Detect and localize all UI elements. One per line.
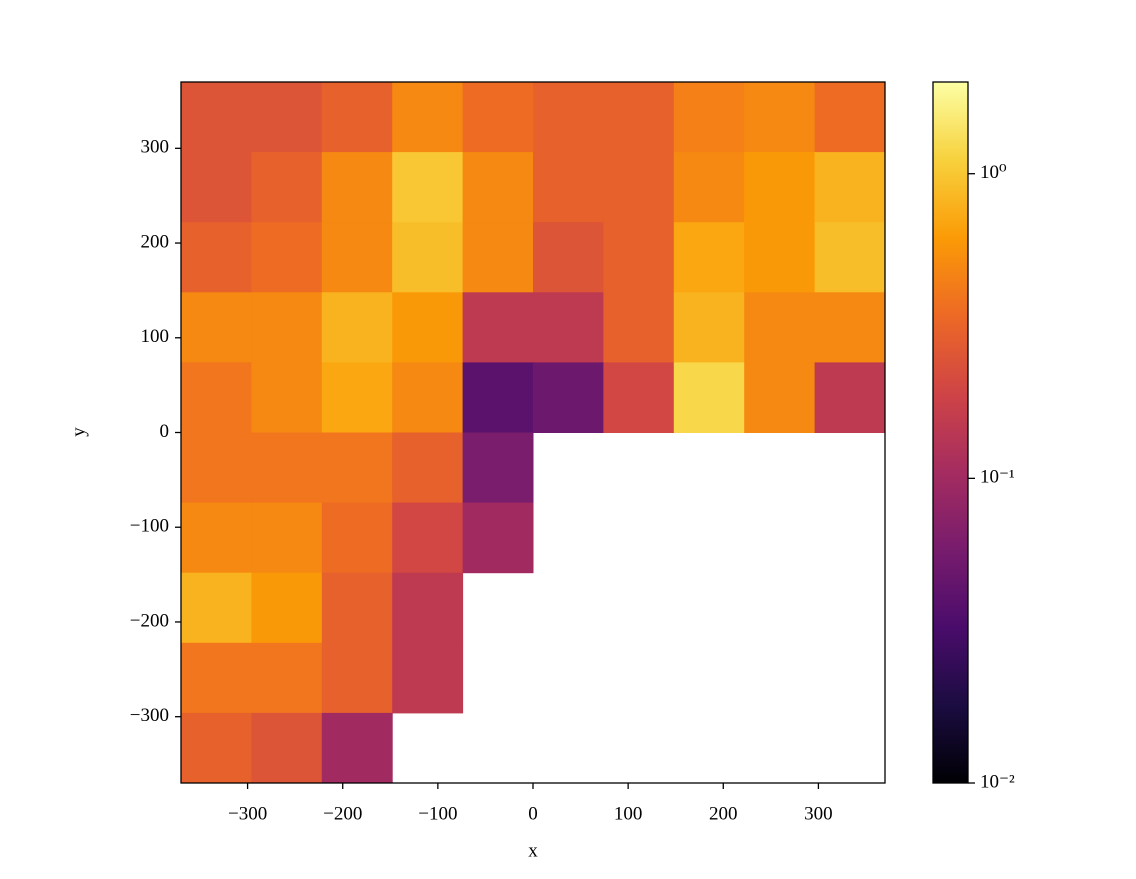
heatmap-cell: [603, 362, 675, 433]
x-tick-label: −300: [228, 803, 267, 824]
heatmap-cell: [533, 82, 604, 153]
heatmap-cell: [462, 502, 534, 574]
heatmap-cell: [251, 222, 323, 293]
colorbar-tick-label: 10⁰: [980, 162, 1007, 183]
heatmap-cell: [181, 572, 252, 644]
heatmap-cell: [392, 362, 464, 433]
heatmap-cell: [392, 432, 464, 504]
colorbar-tick-label: 10⁻²: [980, 771, 1015, 792]
heatmap: [181, 82, 886, 784]
heatmap-cell: [392, 572, 464, 644]
heatmap-cell: [181, 712, 252, 784]
heatmap-cell: [321, 362, 393, 433]
heatmap-cell: [251, 82, 323, 153]
heatmap-cell: [321, 712, 393, 784]
heatmap-cell: [673, 222, 745, 293]
y-tick-label: −100: [130, 516, 169, 537]
x-tick-label: −100: [418, 803, 457, 824]
heatmap-cell: [392, 642, 464, 714]
heatmap-cell: [392, 222, 464, 293]
heatmap-cell: [251, 432, 323, 504]
heatmap-cell: [814, 292, 886, 363]
heatmap-cell: [392, 152, 464, 223]
heatmap-cell: [462, 82, 534, 153]
x-tick-label: −200: [323, 803, 362, 824]
heatmap-cell: [321, 82, 393, 153]
heatmap-cell: [392, 502, 464, 574]
heatmap-cell: [673, 152, 745, 223]
heatmap-cell: [251, 712, 323, 784]
heatmap-cell: [673, 292, 745, 363]
y-tick-label: 0: [160, 421, 170, 442]
heatmap-cell: [814, 152, 886, 223]
heatmap-cell: [251, 292, 323, 363]
heatmap-cell: [603, 222, 675, 293]
x-axis-label: x: [528, 840, 538, 861]
heatmap-cell: [321, 642, 393, 714]
heatmap-cell: [321, 222, 393, 293]
heatmap-cell: [181, 292, 252, 363]
x-tick-label: 300: [804, 803, 833, 824]
heatmap-cell: [814, 82, 886, 153]
heatmap-cell: [251, 642, 323, 714]
y-tick-label: 300: [141, 137, 170, 158]
heatmap-cell: [603, 152, 675, 223]
y-tick-label: −200: [130, 610, 169, 631]
heatmap-cell: [462, 292, 534, 363]
heatmap-cell: [744, 152, 816, 223]
heatmap-cell: [673, 362, 745, 433]
heatmap-cell: [181, 362, 252, 433]
colorbar: [932, 81, 969, 784]
heatmap-cell: [181, 432, 252, 504]
heatmap-cell: [251, 152, 323, 223]
colorbar-tick-label: 10⁻¹: [980, 467, 1015, 488]
heatmap-cell: [462, 152, 534, 223]
heatmap-cell: [462, 222, 534, 293]
x-tick-label: 0: [528, 803, 538, 824]
y-tick-label: −300: [130, 705, 169, 726]
heatmap-cell: [814, 222, 886, 293]
heatmap-cell: [251, 572, 323, 644]
heatmap-cell: [673, 82, 745, 153]
heatmap-cell: [533, 362, 604, 433]
heatmap-cell: [533, 152, 604, 223]
heatmap-cell: [181, 152, 252, 223]
heatmap-cell: [321, 502, 393, 574]
heatmap-cell: [744, 292, 816, 363]
heatmap-cell: [462, 432, 534, 504]
heatmap-cell: [462, 362, 534, 433]
y-axis-label: y: [68, 427, 89, 437]
heatmap-cell: [321, 152, 393, 223]
heatmap-cell: [533, 292, 604, 363]
heatmap-cell: [181, 502, 252, 574]
heatmap-cell: [603, 292, 675, 363]
y-tick-label: 100: [141, 326, 170, 347]
heatmap-cell: [744, 82, 816, 153]
x-tick-label: 100: [614, 803, 643, 824]
heatmap-cell: [321, 432, 393, 504]
x-tick-label: 200: [709, 803, 738, 824]
heatmap-cell: [181, 222, 252, 293]
heatmap-cell: [392, 82, 464, 153]
heatmap-cell: [321, 572, 393, 644]
heatmap-cell: [814, 362, 886, 433]
heatmap-cell: [533, 222, 604, 293]
heatmap-cell: [251, 362, 323, 433]
heatmap-cell: [321, 292, 393, 363]
heatmap-cell: [744, 222, 816, 293]
heatmap-cell: [251, 502, 323, 574]
heatmap-cell: [181, 642, 252, 714]
heatmap-cell: [603, 82, 675, 153]
heatmap-cell: [392, 292, 464, 363]
heatmap-cell: [744, 362, 816, 433]
heatmap-cell: [181, 82, 252, 153]
y-tick-label: 200: [141, 231, 170, 252]
